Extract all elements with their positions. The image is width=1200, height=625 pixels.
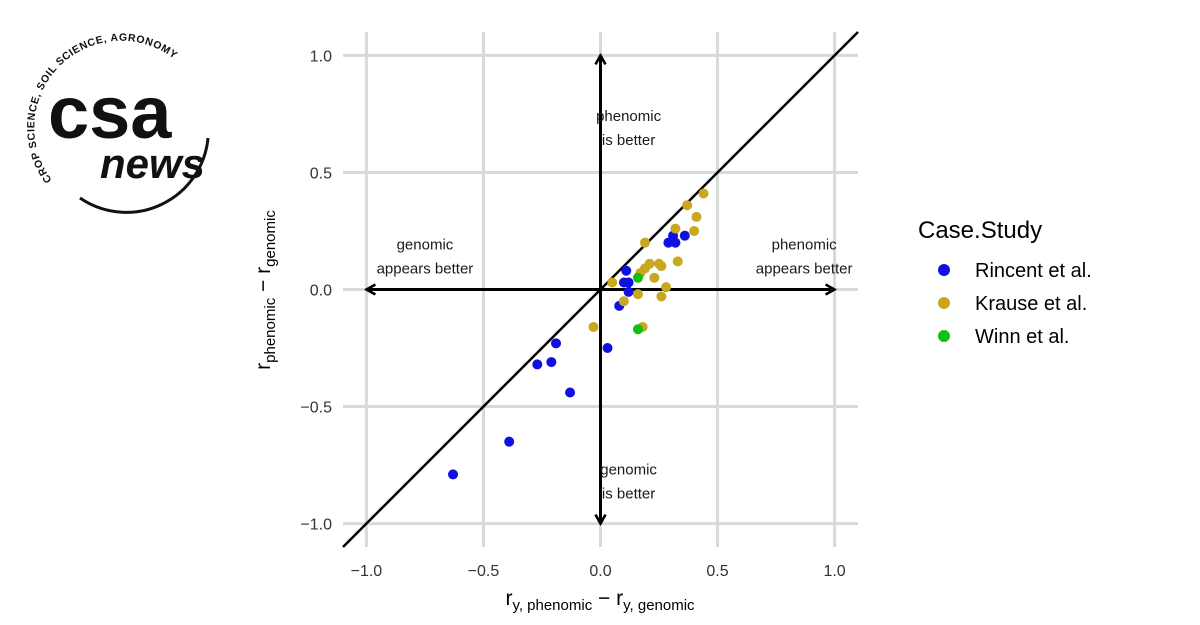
annotation-2-line-1: appears better [756, 261, 853, 278]
csa-news-logo: CROP SCIENCE, SOIL SCIENCE, AGRONOMY csa… [25, 32, 210, 214]
point-series-1-1 [607, 277, 618, 288]
annotation-3-line-0: genomic [600, 461, 657, 478]
logo-sub-text: news [100, 140, 205, 187]
data-points [448, 188, 709, 480]
annotation-1: genomic appears better [377, 237, 474, 278]
annotation-2: phenomic appears better [756, 237, 853, 278]
annotation-0-line-1: is better [602, 132, 655, 149]
annotation-3: genomic is better [600, 461, 657, 502]
point-series-1-19 [698, 188, 709, 199]
point-series-0-11 [623, 286, 634, 297]
point-series-0-2 [532, 359, 543, 370]
annotation-1-line-0: genomic [397, 237, 454, 254]
annotation-1-line-1: appears better [377, 261, 474, 278]
y-axis-label-main: r [252, 363, 275, 370]
point-series-0-9 [621, 265, 632, 276]
point-series-1-13 [661, 282, 672, 293]
annotation-0: phenomic is better [596, 108, 662, 149]
legend: Case.Study Rincent et al. Krause et al. Wi… [918, 217, 1092, 348]
y-tick-label: −0.5 [300, 400, 332, 417]
annotation-2-line-0: phenomic [772, 237, 838, 254]
point-series-2-1 [632, 272, 643, 283]
y-axis-label-sub2: genomic [262, 210, 279, 267]
point-series-0-6 [602, 343, 613, 354]
point-series-0-10 [623, 277, 634, 288]
x-tick-label: 0.0 [589, 563, 611, 580]
x-axis-label-sub2: y, genomic [623, 597, 695, 614]
y-axis-label-sub1: phenomic [262, 297, 279, 363]
x-axis-label-main: r [505, 587, 512, 610]
point-series-0-1 [504, 436, 515, 447]
legend-label-1: Krause et al. [975, 293, 1087, 315]
logo-main-text: csa [48, 71, 172, 154]
y-tick-label: 1.0 [310, 48, 332, 65]
x-axis-label-sub1: y, phenomic [512, 597, 592, 614]
point-series-1-2 [618, 296, 629, 307]
legend-label-2: Winn et al. [975, 326, 1069, 348]
point-series-1-12 [656, 291, 667, 302]
x-tick-label: −1.0 [351, 563, 383, 580]
x-tick-label: 0.5 [706, 563, 728, 580]
point-series-1-14 [670, 223, 681, 234]
x-tick-label: 1.0 [823, 563, 845, 580]
point-series-0-15 [679, 230, 690, 241]
point-series-1-15 [672, 256, 683, 267]
point-series-2-0 [632, 324, 643, 335]
x-tick-labels: −1.0 −0.5 0.0 0.5 1.0 [351, 563, 846, 580]
point-series-0-0 [448, 469, 459, 480]
legend-marker-1 [938, 297, 950, 309]
point-series-1-16 [682, 200, 693, 211]
legend-marker-2 [938, 330, 950, 342]
y-tick-labels: −1.0 −0.5 0.0 0.5 1.0 [300, 48, 332, 533]
point-series-1-3 [632, 289, 643, 300]
point-series-0-3 [546, 357, 557, 368]
point-series-0-4 [551, 338, 562, 349]
legend-title: Case.Study [918, 217, 1042, 244]
y-tick-label: 0.5 [310, 165, 332, 182]
point-series-1-18 [691, 211, 702, 222]
x-axis-label-mid: − r [592, 587, 623, 610]
point-series-1-0 [588, 321, 599, 332]
legend-marker-0 [938, 264, 950, 276]
point-series-0-5 [565, 387, 576, 398]
annotation-0-line-0: phenomic [596, 108, 662, 125]
y-tick-label: 0.0 [310, 283, 332, 300]
point-series-0-12 [663, 237, 674, 248]
point-series-1-11 [656, 261, 667, 272]
annotation-3-line-1: is better [602, 485, 655, 502]
y-axis-label-mid: − r [252, 267, 275, 298]
point-series-1-7 [639, 237, 650, 248]
point-series-1-17 [689, 225, 700, 236]
x-axis-label: ry, phenomic − ry, genomic [505, 587, 695, 614]
point-series-0-14 [670, 237, 681, 248]
point-series-1-8 [644, 258, 655, 269]
y-tick-label: −1.0 [300, 517, 332, 534]
y-axis-label: rphenomic − rgenomic [252, 210, 279, 370]
legend-label-0: Rincent et al. [975, 260, 1092, 282]
x-tick-label: −0.5 [468, 563, 500, 580]
point-series-1-9 [649, 272, 660, 283]
